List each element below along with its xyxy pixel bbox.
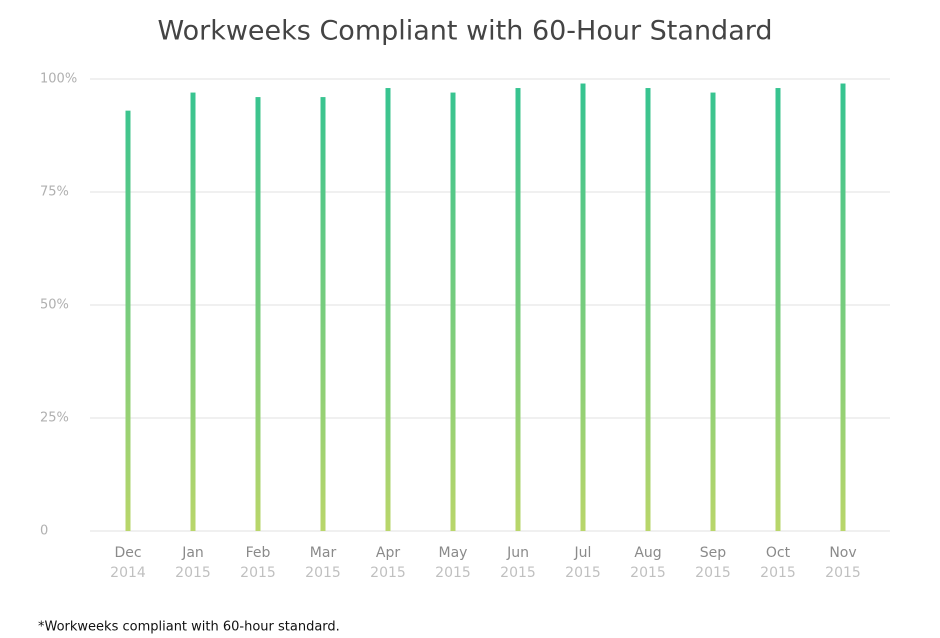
y-tick-label: 25%: [40, 411, 69, 426]
bar: [320, 97, 326, 531]
chart-title: Workweeks Compliant with 60-Hour Standar…: [157, 16, 772, 47]
x-tick-label: Feb: [246, 545, 271, 561]
bar: [385, 88, 391, 531]
x-tick-label: Aug: [634, 545, 661, 561]
bar: [840, 83, 846, 532]
x-tick-year: 2015: [565, 565, 601, 581]
x-tick-year: 2015: [825, 565, 861, 581]
bar: [190, 92, 196, 531]
x-tick-label: Nov: [829, 545, 856, 561]
x-tick-label: Jul: [574, 545, 592, 561]
x-tick-year: 2015: [370, 565, 406, 581]
bar: [450, 92, 456, 531]
y-tick-label: 75%: [40, 185, 69, 200]
bar: [255, 97, 261, 531]
x-tick-label: Jan: [181, 545, 204, 561]
x-tick-year: 2015: [695, 565, 731, 581]
x-tick-year: 2015: [240, 565, 276, 581]
y-tick-label: 50%: [40, 298, 69, 313]
bar: [125, 110, 131, 531]
footnote: *Workweeks compliant with 60-hour standa…: [38, 620, 340, 635]
x-tick-label: Mar: [310, 545, 337, 561]
x-tick-year: 2015: [500, 565, 536, 581]
bar: [645, 88, 651, 531]
bar: [580, 83, 586, 532]
x-tick-year: 2015: [175, 565, 211, 581]
bar: [710, 92, 716, 531]
x-tick-label: Dec: [114, 545, 141, 561]
x-tick-year: 2015: [760, 565, 796, 581]
x-tick-label: May: [439, 545, 468, 561]
x-tick-year: 2015: [305, 565, 341, 581]
x-tick-label: Apr: [376, 545, 400, 561]
x-tick-label: Jun: [506, 545, 529, 561]
bar: [775, 88, 781, 531]
x-tick-year: 2014: [110, 565, 146, 581]
x-tick-label: Oct: [766, 545, 791, 561]
x-tick-label: Sep: [700, 545, 727, 561]
x-tick-year: 2015: [630, 565, 666, 581]
y-tick-label: 0: [40, 524, 48, 539]
bar: [515, 88, 521, 531]
y-tick-label: 100%: [40, 72, 77, 87]
x-tick-year: 2015: [435, 565, 471, 581]
